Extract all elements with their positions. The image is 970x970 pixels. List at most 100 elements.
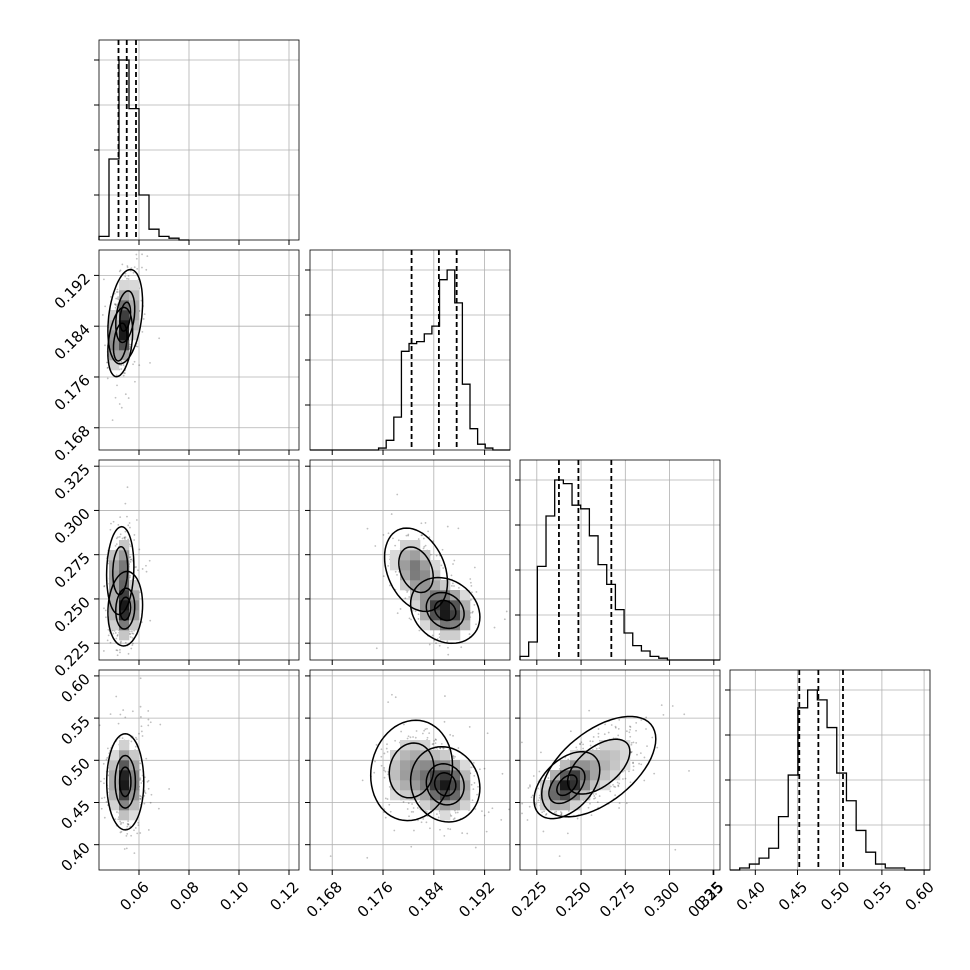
scatter-point — [435, 813, 438, 816]
scatter-point — [444, 695, 446, 697]
scatter-point — [105, 758, 108, 761]
scatter-point — [121, 263, 124, 266]
scatter-point — [595, 793, 597, 795]
scatter-point — [433, 739, 436, 742]
density-cell — [400, 770, 411, 781]
scatter-point — [143, 313, 146, 315]
density-cell — [410, 570, 421, 581]
scatter-point — [603, 733, 606, 736]
scatter-point — [114, 306, 117, 309]
scatter-point — [500, 818, 503, 821]
y-tick-label: 0.192 — [51, 269, 94, 312]
panel-axes-frame — [98, 249, 300, 451]
scatter-point — [132, 271, 135, 274]
scatter-point — [103, 777, 106, 780]
scatter-point — [114, 304, 117, 307]
density-cell — [430, 570, 441, 581]
density-cell — [420, 580, 431, 591]
scatter-point — [119, 648, 121, 651]
scatter-point — [475, 591, 478, 593]
scatter-point — [103, 584, 106, 587]
scatter-point — [140, 725, 143, 728]
density-cell — [109, 550, 120, 561]
scatter-point — [121, 537, 124, 540]
scatter-point — [384, 797, 387, 800]
scatter-point — [439, 828, 441, 831]
scatter-point — [404, 597, 407, 600]
density-cell — [420, 570, 431, 581]
scatter-point — [141, 266, 143, 269]
contour-line — [112, 545, 129, 596]
scatter-point — [618, 782, 621, 785]
y-tick-label: 0.50 — [57, 754, 93, 790]
scatter-point — [126, 266, 129, 269]
scatter-point — [380, 755, 383, 758]
scatter-point — [461, 832, 464, 834]
scatter-point — [453, 585, 455, 587]
scatter-point — [589, 802, 591, 805]
scatter-point — [501, 772, 504, 775]
scatter-point — [107, 562, 110, 565]
scatter-point — [390, 513, 393, 515]
scatter-point — [137, 824, 140, 827]
scatter-point — [117, 296, 119, 299]
scatter-point — [116, 654, 119, 657]
scatter-point — [139, 794, 142, 797]
scatter-point — [125, 847, 128, 850]
scatter-point — [127, 652, 130, 655]
scatter-point — [457, 747, 460, 749]
scatter-point — [133, 829, 135, 832]
scatter-point — [119, 516, 122, 518]
scatter-point — [383, 767, 386, 769]
scatter-point — [580, 741, 583, 744]
scatter-point — [102, 650, 105, 652]
scatter-point — [656, 746, 659, 749]
scatter-point — [411, 803, 413, 805]
scatter-point — [416, 807, 419, 809]
scatter-point — [116, 291, 119, 293]
y-tick-label: 0.176 — [51, 371, 94, 414]
scatter-point — [104, 305, 107, 308]
scatter-point — [126, 277, 128, 280]
scatter-point — [145, 268, 148, 271]
scatter-point — [139, 778, 142, 781]
density-cell — [109, 610, 120, 621]
scatter-point — [521, 741, 523, 744]
scatter-point — [447, 646, 449, 649]
contour-line — [398, 546, 434, 594]
scatter-point — [141, 568, 144, 570]
scatter-point — [383, 776, 386, 779]
density-cell — [610, 750, 621, 761]
contour-line — [112, 322, 128, 362]
scatter-point — [397, 539, 400, 542]
scatter-point — [133, 539, 136, 541]
scatter-point — [138, 548, 141, 551]
density-cell — [460, 760, 471, 771]
scatter-point — [437, 816, 440, 819]
contour-line — [425, 591, 465, 630]
scatter-point — [144, 792, 147, 795]
scatter-point — [123, 848, 126, 850]
y-tick-label: 0.55 — [57, 712, 93, 748]
scatter-point — [104, 344, 106, 347]
scatter-point — [617, 785, 620, 788]
scatter-point — [382, 534, 385, 536]
scatter-point — [139, 762, 142, 765]
scatter-point — [388, 803, 391, 806]
scatter-point — [403, 723, 405, 726]
density-cell — [410, 580, 421, 591]
scatter-point — [473, 782, 476, 784]
scatter-point — [452, 563, 454, 565]
scatter-point — [394, 570, 397, 573]
scatter-point — [115, 291, 118, 293]
scatter-point — [530, 796, 533, 799]
density-cell — [119, 540, 130, 551]
scatter-point — [393, 829, 396, 832]
scatter-point — [446, 640, 449, 643]
scatter-point — [133, 266, 136, 269]
scatter-point — [537, 799, 540, 802]
scatter-point — [149, 801, 152, 804]
x-tick-label: 0.250 — [552, 878, 595, 921]
scatter-point — [456, 811, 459, 814]
scatter-point — [140, 730, 143, 733]
